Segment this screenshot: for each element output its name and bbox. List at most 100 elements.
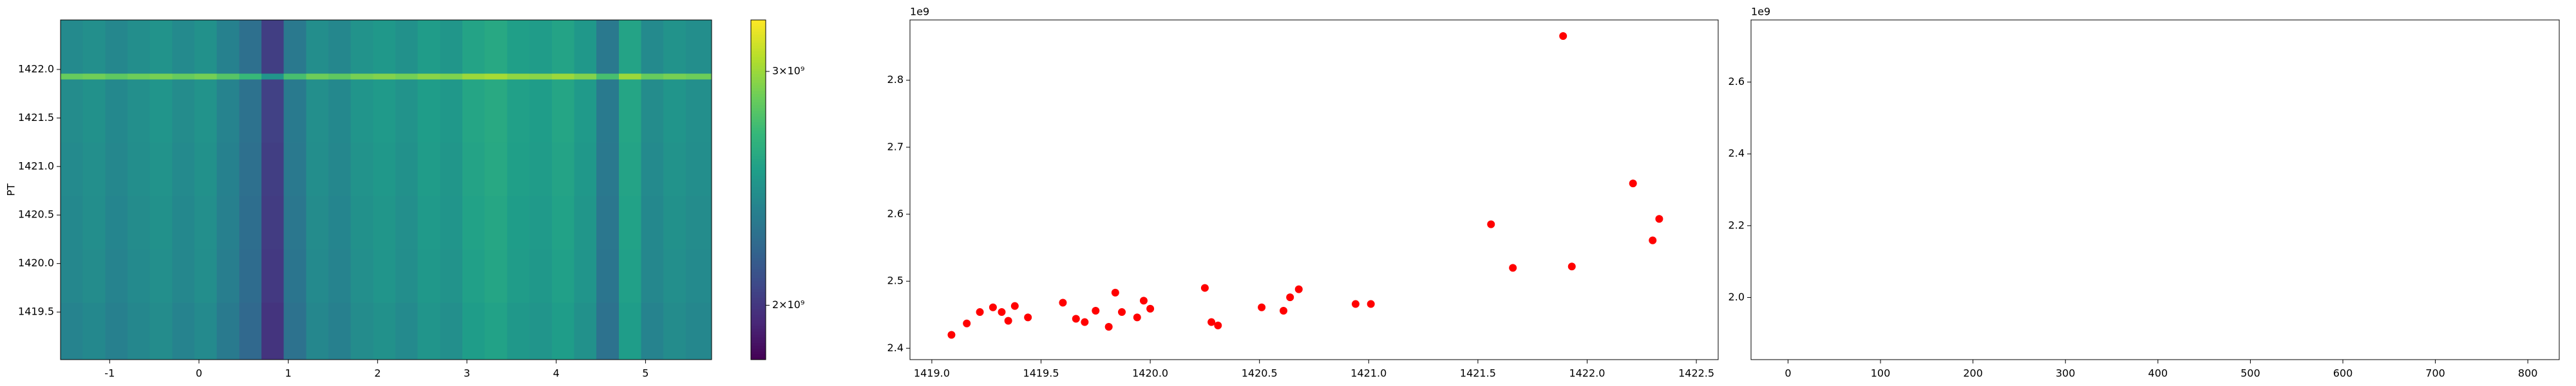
heatmap-cell	[395, 20, 419, 74]
heatmap-cell	[440, 142, 463, 196]
heatmap-cell	[373, 249, 396, 303]
peak-marker	[1258, 303, 1266, 311]
heatmap-cell	[283, 20, 307, 74]
heatmap-cell	[82, 79, 106, 143]
heatmap-cell	[484, 249, 507, 303]
colorbar-segment	[751, 257, 766, 261]
heatmap-cell	[574, 249, 597, 303]
heatmap-cell	[417, 196, 440, 250]
heatmap-cell	[306, 142, 329, 196]
heatmap-cell	[239, 73, 262, 80]
colorbar-segment	[751, 223, 766, 227]
heatmap-cell	[61, 73, 84, 80]
heatmap-cell	[61, 302, 84, 360]
heatmap-cell	[507, 249, 530, 303]
colorbar-segment	[751, 85, 766, 89]
heatmap-cell	[507, 79, 530, 143]
colorbar-segment	[751, 190, 766, 193]
colorbar-segment	[751, 96, 766, 100]
colorbar-tick-label: 2×10⁹	[772, 299, 804, 311]
heatmap-cell	[484, 142, 507, 196]
heatmap-cell	[596, 249, 620, 303]
colorbar-segment	[751, 275, 766, 278]
colorbar-segment	[751, 51, 766, 55]
peak-marker	[1139, 297, 1148, 305]
heatmap-cell	[618, 20, 641, 74]
heatmap-cell	[328, 249, 352, 303]
colorbar-segment	[751, 37, 766, 41]
heatmap-cell	[618, 73, 641, 80]
heatmap-cell	[373, 20, 396, 74]
colorbar-segment	[751, 308, 766, 312]
colorbar-segment	[751, 209, 766, 213]
heatmap-cell	[328, 142, 352, 196]
colorbar-segment	[751, 144, 766, 148]
heatmap-cell	[239, 196, 262, 250]
heatmap-cell	[350, 249, 374, 303]
peak-marker	[1200, 284, 1209, 292]
heatmap-cell	[551, 73, 574, 80]
colorbar-segment	[751, 127, 766, 131]
heatmap-cell	[328, 79, 352, 143]
x-tick-label: 700	[2425, 367, 2445, 380]
peak-marker	[1059, 299, 1067, 307]
colorbar-segment	[751, 235, 766, 239]
y-tick-label: 2.6	[1728, 75, 1745, 87]
heatmap-cell	[663, 249, 687, 303]
heatmap-cell	[306, 196, 329, 250]
heatmap-cell	[239, 142, 262, 196]
colorbar-segment	[751, 68, 766, 71]
colorbar-segment	[751, 348, 766, 352]
heatmap-cell	[105, 73, 128, 80]
x-tick-label: -1	[104, 367, 115, 380]
heatmap-cell	[373, 73, 396, 80]
colorbar-segment	[751, 340, 766, 344]
heatmap-cell	[529, 302, 553, 360]
colorbar-segment	[751, 99, 766, 103]
colorbar-segment	[751, 195, 766, 199]
heatmap-cell	[484, 196, 507, 250]
colorbar-segment	[751, 130, 766, 134]
colorbar-segment	[751, 113, 766, 117]
y-tick-label: 1420.5	[18, 208, 54, 221]
heatmap-cell	[462, 79, 486, 143]
peak-marker	[1118, 308, 1126, 317]
heatmap-cell	[551, 142, 574, 196]
heatmap-cell	[618, 249, 641, 303]
colorbar-segment	[751, 277, 766, 281]
heatmap-cell	[596, 196, 620, 250]
heatmap-cell	[328, 196, 352, 250]
colorbar-segment	[751, 48, 766, 51]
heatmap-cell	[149, 73, 173, 80]
colorbar-segment	[751, 218, 766, 221]
colorbar-segment	[751, 322, 766, 326]
colorbar-segment	[751, 204, 766, 207]
colorbar-segment	[751, 178, 766, 182]
heatmap-cell	[149, 20, 173, 74]
heatmap-cell	[574, 73, 597, 80]
heatmap-cell	[194, 79, 218, 143]
colorbar-segment	[751, 249, 766, 253]
colorbar-segment	[751, 266, 766, 270]
colorbar-segment	[751, 241, 766, 244]
peak-marker	[976, 308, 984, 317]
colorbar-segment	[751, 31, 766, 35]
colorbar-segment	[751, 198, 766, 202]
heatmap-cell	[574, 79, 597, 143]
colorbar-segment	[751, 62, 766, 66]
colorbar-segment	[751, 116, 766, 120]
heatmap-cell	[663, 20, 687, 74]
colorbar-segment	[751, 136, 766, 140]
colorbar-segment	[751, 59, 766, 63]
axes-background	[1751, 20, 2559, 360]
heatmap-cell	[350, 79, 374, 143]
axes-frame	[1750, 19, 2560, 360]
x-tick-label: 1421.0	[1350, 367, 1387, 380]
colorbar-segment	[751, 87, 766, 91]
y-tick-label: 2.5	[887, 275, 904, 287]
heatmap-cell	[216, 249, 240, 303]
heatmap-cell	[283, 142, 307, 196]
heatmap-cell	[551, 196, 574, 250]
y-tick-label: 2.8	[887, 73, 904, 86]
